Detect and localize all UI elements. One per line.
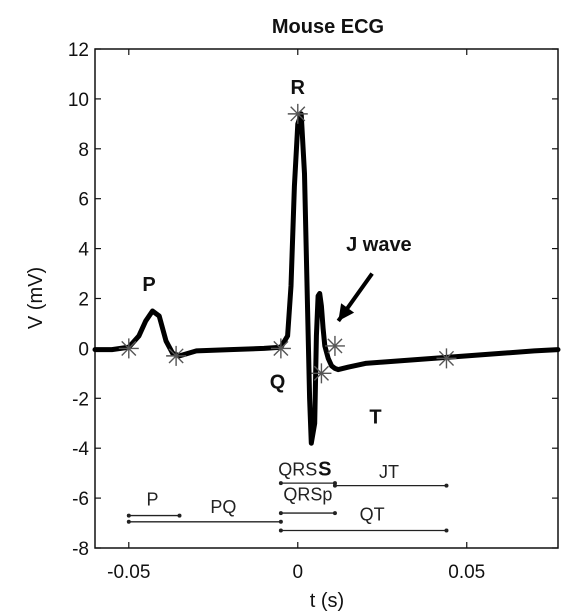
interval-label: PQ xyxy=(210,497,236,517)
interval-qrsp: QRSp xyxy=(278,485,337,516)
y-axis-label: V (mV) xyxy=(25,267,47,329)
interval-p: P xyxy=(126,490,182,518)
wave-label-p: P xyxy=(142,274,155,296)
x-axis-label: t (s) xyxy=(310,590,344,612)
axis-ticks: -8 -6 -4 -2 0 2 4 6 8 10 12 -0.05 0 0.05 xyxy=(68,40,558,583)
y-tick-label: 6 xyxy=(78,190,89,211)
y-tick-label: -8 xyxy=(72,539,89,560)
fiducial-marker xyxy=(270,338,291,359)
interval-start-dot xyxy=(126,519,131,524)
interval-jt: JT xyxy=(332,462,449,488)
interval-label: P xyxy=(146,490,158,510)
interval-label: QRSp xyxy=(283,485,332,505)
interval-start-dot xyxy=(278,528,283,533)
interval-start-dot xyxy=(332,483,337,488)
fiducial-marker xyxy=(324,335,345,356)
marker-stroke xyxy=(273,340,289,356)
wave-label-jwave: J wave xyxy=(346,234,412,256)
interval-qt: QT xyxy=(278,505,449,533)
interval-annotations: P PQ QRS QRSp JT QT xyxy=(126,460,449,533)
interval-label: QRS xyxy=(278,460,317,480)
interval-start-dot xyxy=(278,511,283,516)
interval-start-dot xyxy=(126,513,131,518)
interval-end-dot xyxy=(444,483,449,488)
chart-title: Mouse ECG xyxy=(272,16,384,38)
marker-stroke xyxy=(168,348,184,364)
y-tick-label: 8 xyxy=(78,140,89,161)
fiducial-marker xyxy=(287,103,308,124)
marker-stroke xyxy=(121,340,137,356)
y-tick-label: 0 xyxy=(78,339,89,360)
x-tick-label: 0 xyxy=(292,562,303,583)
marker-stroke xyxy=(438,350,455,366)
fiducial-marker xyxy=(166,345,187,366)
wave-label-r: R xyxy=(291,77,306,99)
marker-stroke xyxy=(327,338,343,354)
ecg-trace xyxy=(92,111,561,446)
interval-end-dot xyxy=(332,511,337,516)
interval-end-dot xyxy=(278,519,283,524)
interval-label: QT xyxy=(360,505,385,525)
marker-layer xyxy=(118,103,457,384)
fiducial-marker xyxy=(436,348,457,369)
fiducial-marker xyxy=(311,363,332,384)
interval-pq: PQ xyxy=(126,497,283,524)
marker-stroke xyxy=(313,365,329,381)
series-layer xyxy=(92,111,561,446)
y-tick-label: 10 xyxy=(68,90,89,111)
y-tick-label: -6 xyxy=(72,489,89,510)
j-wave-arrowhead xyxy=(338,303,355,321)
y-tick-label: 12 xyxy=(68,40,89,61)
y-tick-label: 2 xyxy=(78,290,89,311)
wave-label-layer: P R Q S T J wave xyxy=(142,77,411,481)
marker-stroke xyxy=(290,106,306,122)
y-tick-label: -4 xyxy=(72,439,89,460)
wave-label-q: Q xyxy=(270,371,286,393)
x-tick-label: -0.05 xyxy=(107,562,150,583)
interval-label: JT xyxy=(379,462,399,482)
y-tick-label: -2 xyxy=(72,389,89,410)
y-tick-label: 4 xyxy=(78,240,89,261)
interval-end-dot xyxy=(177,513,182,518)
interval-start-dot xyxy=(278,481,283,486)
wave-label-t: T xyxy=(369,406,381,428)
wave-label-s: S xyxy=(318,459,331,481)
x-tick-label: 0.05 xyxy=(448,562,485,583)
interval-end-dot xyxy=(444,528,449,533)
fiducial-marker xyxy=(118,338,139,359)
